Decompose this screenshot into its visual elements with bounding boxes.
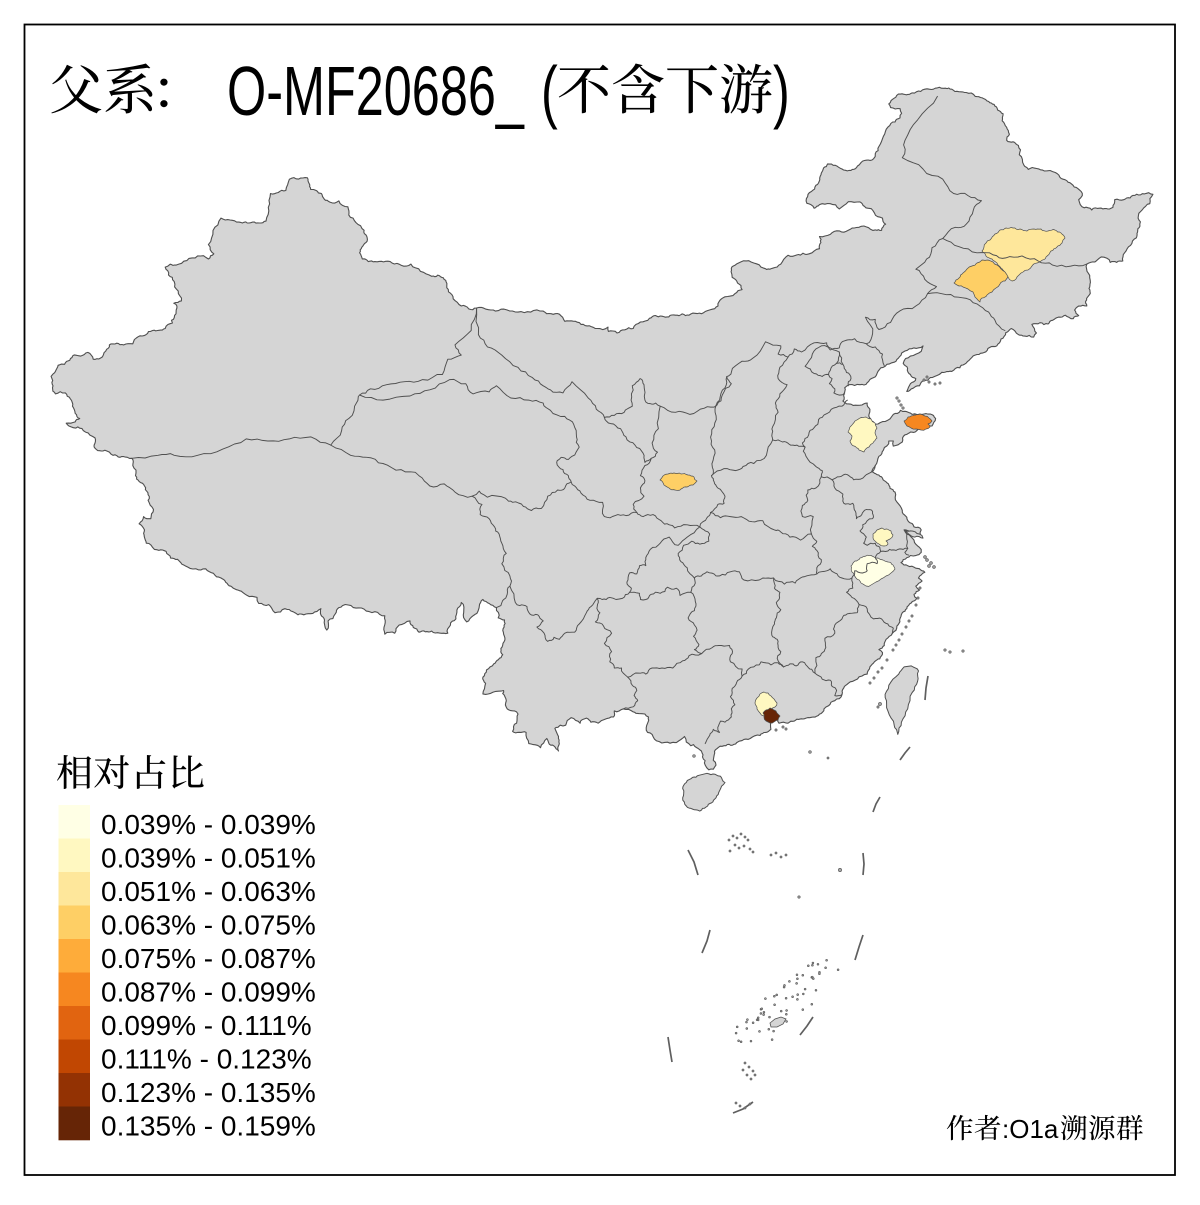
svg-text::O1a: :O1a xyxy=(1002,1114,1059,1144)
svg-text:0.135% - 0.159%: 0.135% - 0.159% xyxy=(101,1111,316,1142)
svg-text:0.123% - 0.135%: 0.123% - 0.135% xyxy=(101,1077,316,1108)
svg-text:0.039% - 0.039%: 0.039% - 0.039% xyxy=(101,809,316,840)
svg-text:): ) xyxy=(773,52,790,130)
svg-text:O-MF20686_: O-MF20686_ xyxy=(227,52,525,130)
svg-text:(: ( xyxy=(541,52,558,130)
svg-text:0.039% - 0.051%: 0.039% - 0.051% xyxy=(101,843,316,874)
svg-text:0.099% - 0.111%: 0.099% - 0.111% xyxy=(101,1010,312,1041)
svg-text:0.063% - 0.075%: 0.063% - 0.075% xyxy=(101,910,316,941)
svg-text:0.087% - 0.099%: 0.087% - 0.099% xyxy=(101,977,316,1008)
svg-text:0.075% - 0.087%: 0.075% - 0.087% xyxy=(101,943,316,974)
svg-text:0.111% - 0.123%: 0.111% - 0.123% xyxy=(101,1044,312,1075)
svg-text:0.051% - 0.063%: 0.051% - 0.063% xyxy=(101,876,316,907)
